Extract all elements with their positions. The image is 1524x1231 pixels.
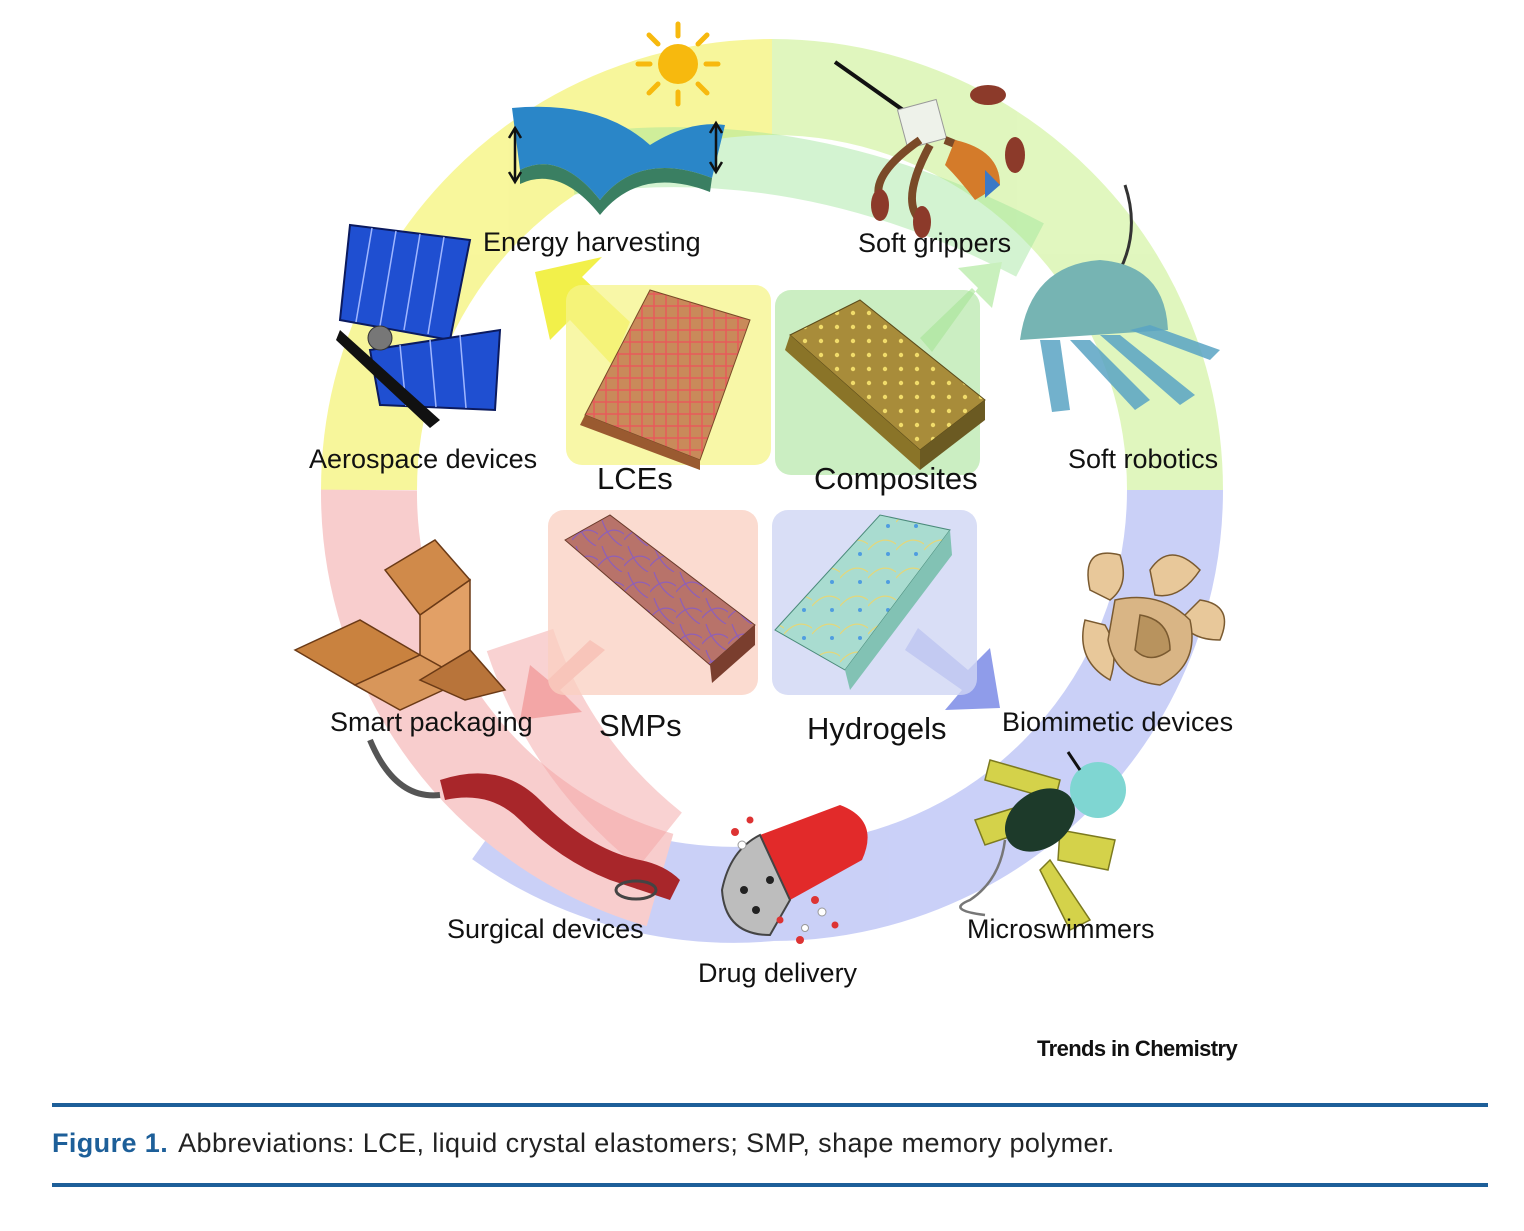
journal-credit: Trends in Chemistry [1037,1036,1238,1061]
caption-bottom-rule [52,1183,1488,1187]
app-label-aerospace-devices: Aerospace devices [309,444,537,474]
material-block-hydrogels [772,510,977,695]
ring-segment-composites [771,39,1223,491]
caption-text: Abbreviations: LCE, liquid crystal elast… [178,1128,1115,1158]
surgical-device-illustration [367,738,680,901]
app-label-soft-grippers: Soft grippers [858,228,1011,258]
smart-packaging-illustration [293,539,507,711]
app-label-drug-delivery: Drug delivery [698,958,858,988]
app-label-soft-robotics: Soft robotics [1068,444,1218,474]
soft-robot-illustration [1020,184,1220,412]
material-block-smp [548,510,758,695]
app-label-microswimmers: Microswimmers [967,914,1154,944]
background-ring [320,39,1223,943]
caption-top-rule [52,1103,1488,1107]
material-label-lce: LCEs [597,461,673,496]
aerospace-illustration [336,223,502,428]
app-label-surgical-devices: Surgical devices [447,914,644,944]
material-label-hydrogels: Hydrogels [807,711,947,746]
material-label-composites: Composites [814,461,978,496]
app-label-biomimetic-devices: Biomimetic devices [1002,707,1233,737]
figure-label: Figure 1. [52,1128,169,1158]
energy-harvester-illustration [507,106,725,215]
microswimmer-illustration [959,751,1126,932]
app-label-energy-harvesting: Energy harvesting [483,227,701,257]
app-label-smart-packaging: Smart packaging [330,707,533,737]
biomimetic-illustration [1082,552,1226,686]
material-block-lce [566,285,771,470]
figure-caption: Figure 1. Abbreviations: LCE, liquid crys… [52,1128,1115,1159]
material-label-smp: SMPs [599,708,682,743]
drug-delivery-illustration [720,805,868,944]
materials-applications-diagram: LCEs Composites SMPs Hydrogels Energy ha… [293,21,1239,1061]
sun-icon [635,21,721,107]
soft-gripper-illustration [833,60,1025,238]
material-block-composites [775,290,986,475]
